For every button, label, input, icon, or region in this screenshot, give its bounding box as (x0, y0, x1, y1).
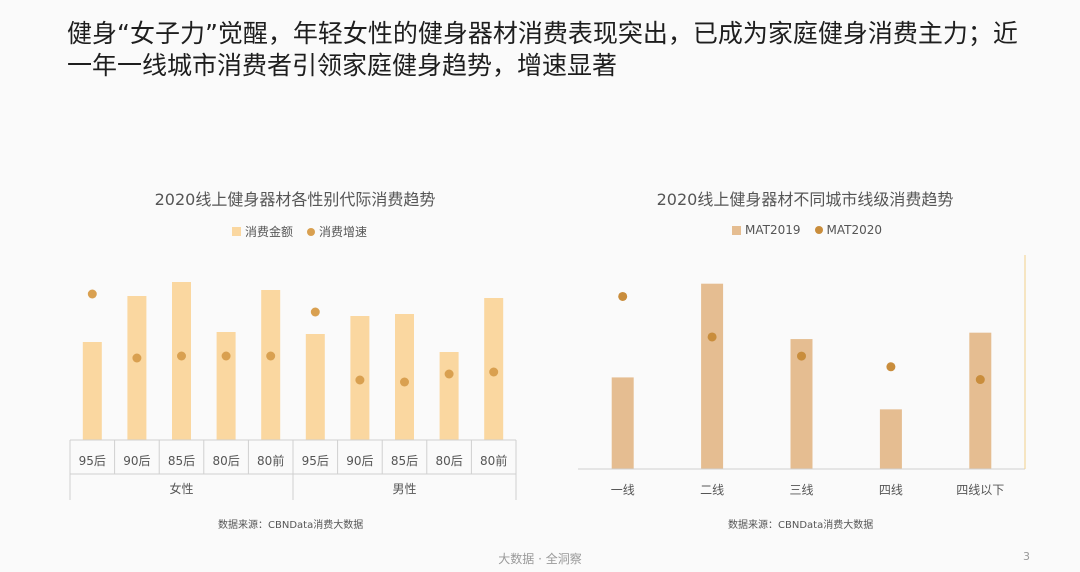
dot-growth-1 (132, 353, 142, 363)
bar-mat2019-2 (790, 339, 813, 469)
x-tick-label-left-6: 90后 (346, 454, 373, 468)
x-tick-label-left-0: 95后 (79, 454, 106, 468)
chart-title-right: 2020线上健身器材不同城市线级消费趋势 (656, 190, 954, 209)
bar-mat2019-1 (701, 283, 724, 469)
dot-mat2020-0 (618, 291, 628, 301)
bar-amount-1 (127, 296, 147, 440)
legend-item-mat2020: MAT2020 (814, 223, 883, 237)
legend-label-mat2019: MAT2019 (745, 223, 801, 237)
bar-amount-8 (439, 352, 459, 440)
dot-mat2020-2 (797, 351, 806, 361)
legend-label-amount: 消费金额 (245, 225, 294, 239)
dot-mat2020-1 (707, 332, 717, 342)
dot-growth-2 (177, 351, 186, 361)
dot-growth-6 (355, 375, 365, 385)
bar-amount-0 (82, 342, 102, 440)
dot-growth-7 (400, 377, 409, 387)
x-tick-label-left-9: 80前 (480, 453, 507, 468)
legend-swatch-amount (232, 227, 241, 236)
source-note-left: 数据来源：CBNData消费大数据 (218, 520, 364, 531)
x-tick-label-left-1: 90后 (123, 454, 150, 468)
bar-amount-2 (172, 282, 191, 440)
chart-title-left: 2020线上健身器材各性别代际消费趋势 (154, 190, 436, 209)
group-label-1: 男性 (392, 482, 416, 496)
x-tick-label-right-3: 四线 (879, 483, 903, 497)
x-tick-label-right-0: 一线 (611, 483, 635, 497)
bar-mat2019-4 (969, 332, 992, 469)
legend-label-mat2020: MAT2020 (826, 223, 883, 237)
bar-mat2019-3 (879, 409, 902, 469)
legend-item-amount: 消费金额 (232, 223, 293, 240)
dot-mat2020-3 (886, 362, 896, 372)
dot-growth-3 (221, 351, 231, 361)
bar-amount-7 (395, 314, 414, 440)
dot-growth-8 (444, 369, 454, 379)
dot-growth-0 (87, 289, 97, 299)
x-tick-label-left-7: 85后 (391, 454, 418, 468)
x-tick-label-left-5: 95后 (302, 454, 329, 468)
x-tick-label-right-1: 二线 (700, 483, 724, 497)
dot-growth-9 (489, 367, 499, 377)
x-tick-label-left-2: 85后 (168, 454, 195, 468)
x-tick-label-left-4: 80前 (257, 453, 284, 468)
x-tick-label-right-4: 四线以下 (956, 483, 1004, 497)
legend-swatch-mat2020 (814, 226, 823, 234)
legend-swatch-growth (307, 227, 316, 236)
dot-mat2020-4 (975, 375, 985, 385)
legend-swatch-mat2019 (732, 225, 741, 235)
group-label-0: 女性 (169, 481, 193, 496)
x-tick-label-right-2: 三线 (789, 483, 813, 497)
dot-growth-5 (310, 307, 320, 317)
dot-growth-4 (266, 351, 276, 361)
x-tick-label-left-8: 80后 (435, 454, 462, 468)
bar-mat2019-0 (611, 377, 634, 469)
legend-right: MAT2019 MAT2020 (732, 223, 882, 237)
bar-amount-3 (216, 332, 236, 440)
headline: 健身“女子力”觉醒，年轻女性的健身器材消费表现突出，已成为家庭健身消费主力；近一… (67, 19, 1018, 80)
footer-tagline: 大数据 · 全洞察 (498, 552, 582, 566)
bar-amount-5 (305, 334, 325, 440)
legend-item-growth: 消费增速 (307, 223, 367, 240)
legend-label-growth: 消费增速 (319, 225, 368, 239)
legend-item-mat2019: MAT2019 (732, 223, 801, 237)
page-number: 3 (1023, 550, 1030, 563)
legend-left: 消费金额 消费增速 (232, 223, 367, 240)
x-tick-label-left-3: 80后 (212, 454, 239, 468)
source-note-right: 数据来源：CBNData消费大数据 (728, 520, 874, 531)
bar-amount-4 (261, 290, 281, 440)
